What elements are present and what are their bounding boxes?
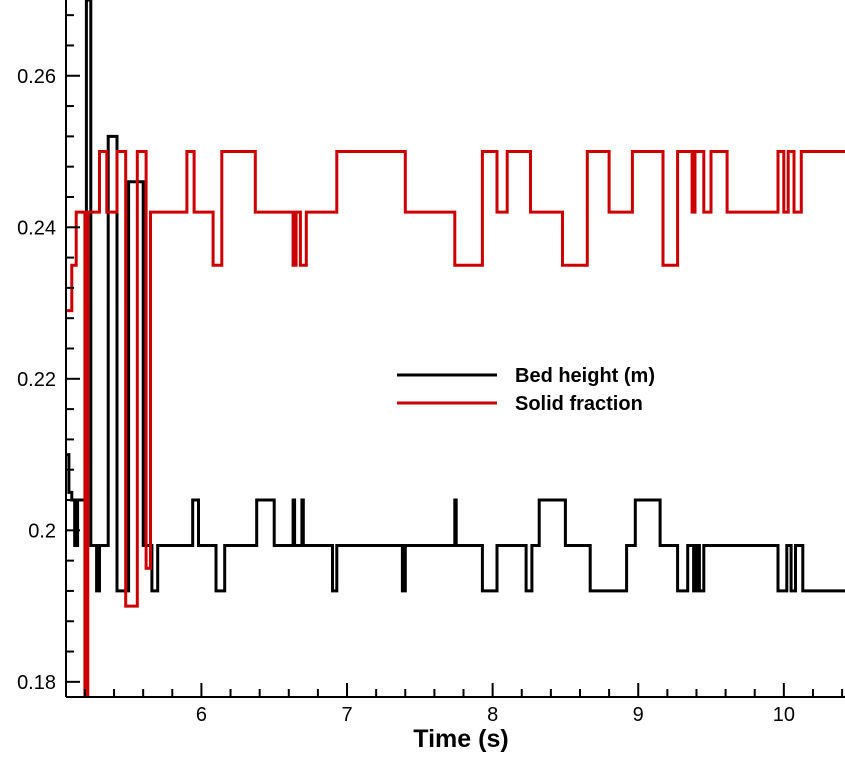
series-line-1: [66, 0, 845, 593]
x-axis-ticks: 6 7 8 9 10: [83, 683, 844, 726]
x-tick-label: 9: [633, 704, 644, 726]
series-line-2: [66, 150, 845, 697]
x-tick-label: 8: [487, 704, 498, 726]
x-axis-title: Time (s): [413, 725, 508, 753]
y-tick-label: 0.26: [17, 66, 56, 88]
y-tick-label: 0.2: [28, 520, 56, 542]
legend-label-1: Bed height (m): [515, 365, 655, 387]
series-layer: [66, 0, 845, 697]
y-tick-label: 0.22: [17, 369, 56, 391]
y-tick-label: 0.18: [17, 672, 56, 694]
x-tick-label: 10: [773, 704, 795, 726]
y-tick-label: 0.24: [17, 217, 56, 239]
x-tick-label: 6: [196, 704, 207, 726]
y-axis-ticks: 0.18 0.2 0.22 0.24 0.26: [17, 14, 80, 694]
legend: Bed height (m) Solid fraction: [397, 365, 655, 415]
plot-area: [66, 0, 845, 697]
x-tick-label: 7: [341, 704, 352, 726]
legend-label-2: Solid fraction: [515, 393, 643, 415]
